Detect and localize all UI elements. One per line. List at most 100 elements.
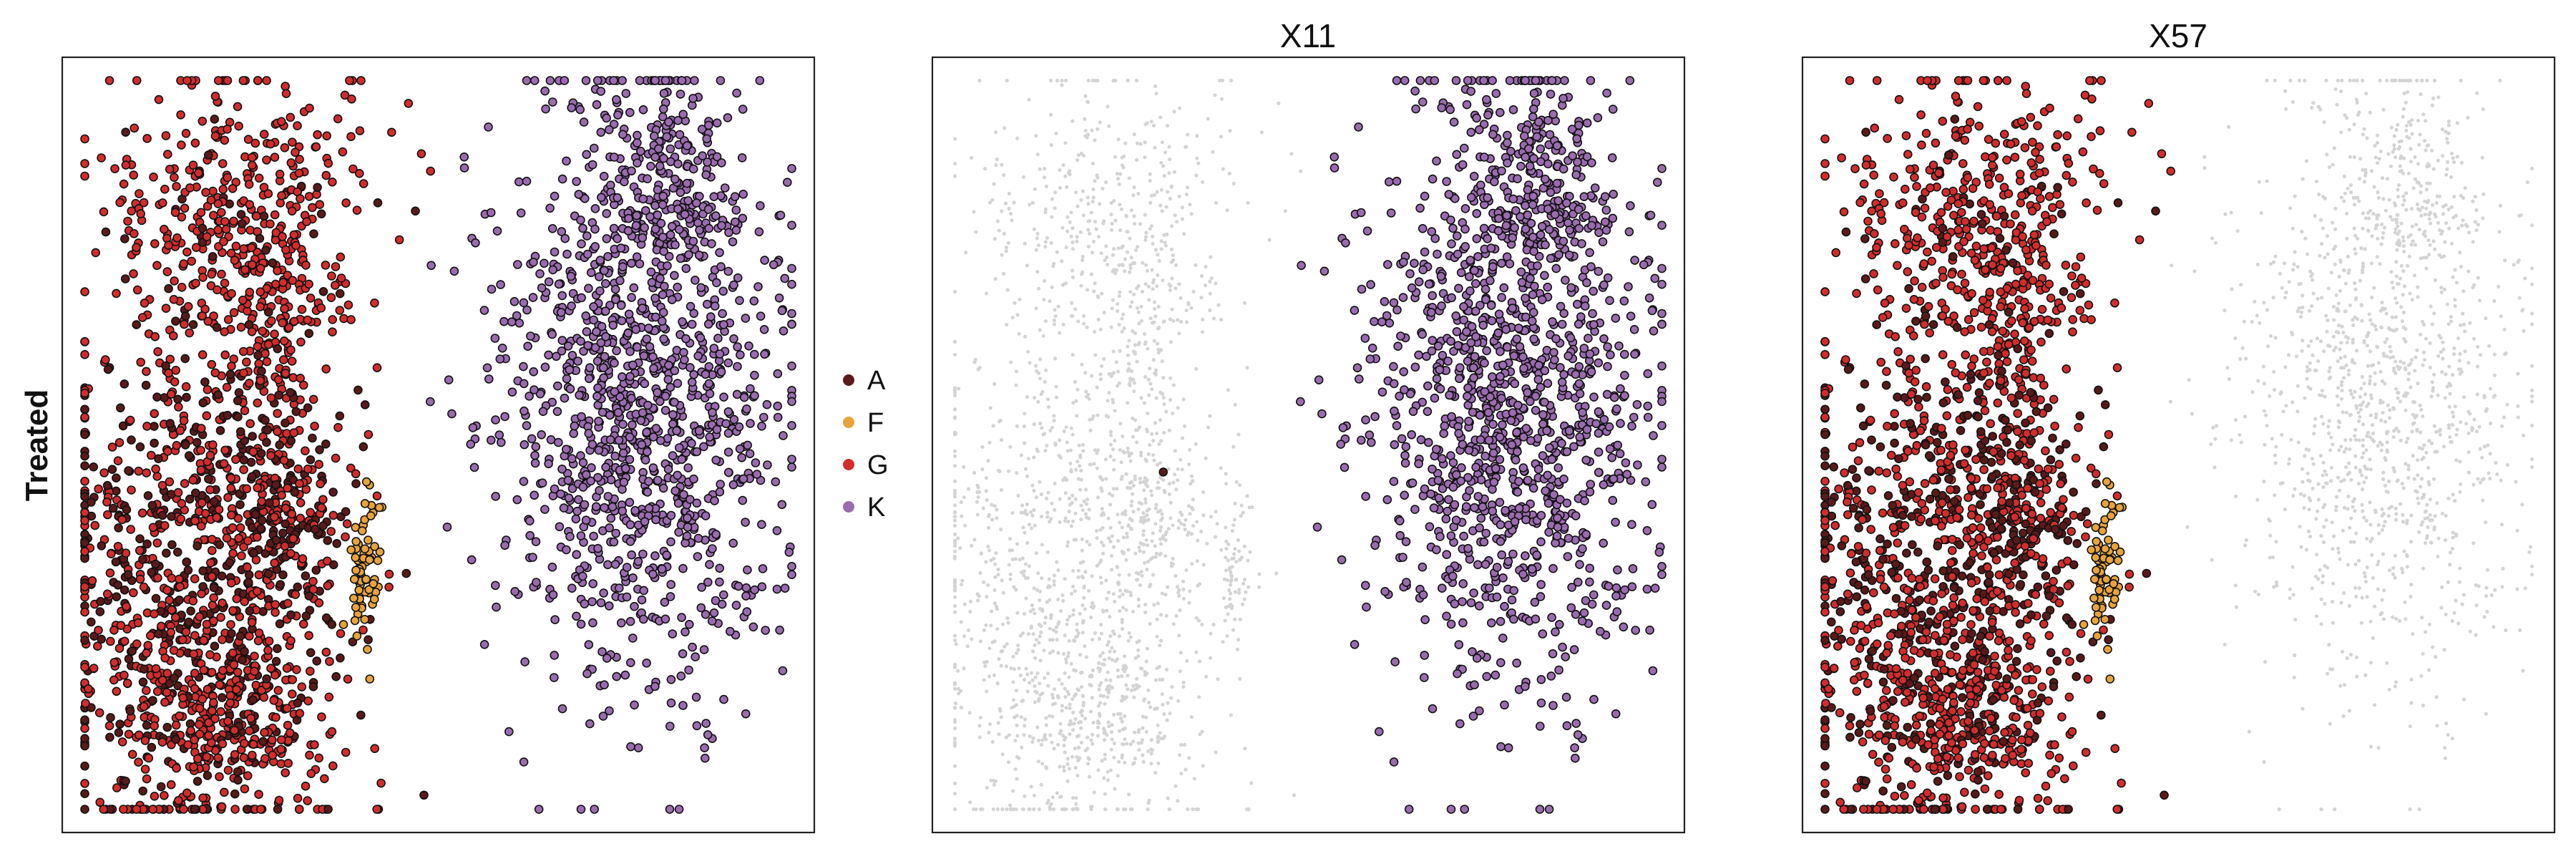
point-g — [286, 112, 296, 122]
background-point — [1002, 231, 1006, 236]
background-point — [1158, 525, 1163, 530]
point-k — [664, 117, 673, 127]
point-f — [350, 616, 360, 626]
background-point — [1158, 639, 1163, 643]
point-g — [197, 311, 208, 321]
background-point — [1111, 400, 1116, 404]
background-point — [1148, 200, 1153, 205]
point-a — [123, 570, 133, 580]
background-point — [1075, 773, 1080, 777]
point-k — [618, 76, 627, 85]
point-k — [623, 328, 633, 338]
point-k — [582, 231, 592, 241]
background-point — [1116, 137, 1121, 142]
point-a — [87, 617, 96, 627]
background-point — [1156, 273, 1160, 278]
point-k — [444, 375, 454, 385]
point-g — [80, 336, 89, 346]
point-a — [215, 540, 225, 550]
point-k — [555, 522, 565, 532]
point-k — [469, 462, 479, 472]
point-k — [737, 452, 746, 462]
point-k — [491, 492, 500, 501]
point-g — [218, 598, 227, 608]
background-point — [1153, 371, 1158, 376]
background-point — [966, 628, 971, 633]
point-a — [148, 696, 157, 705]
point-k — [673, 498, 683, 508]
background-point — [1168, 397, 1173, 402]
point-k — [602, 113, 611, 123]
background-point — [962, 465, 966, 469]
background-point — [1224, 482, 1229, 486]
point-g — [181, 129, 191, 138]
point-g — [175, 574, 184, 584]
point-g — [277, 490, 287, 500]
point-g — [281, 245, 291, 255]
point-g — [341, 747, 351, 757]
background-point — [1052, 414, 1056, 418]
point-g — [202, 619, 212, 629]
point-g — [226, 248, 236, 258]
point-g — [177, 498, 187, 508]
background-point — [1236, 638, 1241, 642]
point-k — [748, 622, 758, 632]
point-k — [610, 451, 620, 461]
point-k — [638, 614, 648, 624]
background-point — [1231, 181, 1236, 186]
point-g — [203, 684, 213, 694]
point-k — [642, 427, 651, 437]
point-g — [207, 545, 217, 555]
point-g — [226, 578, 236, 588]
point-g — [203, 384, 213, 394]
point-g — [291, 590, 301, 599]
background-point — [1267, 238, 1272, 242]
background-point — [1120, 329, 1124, 334]
point-g — [172, 763, 181, 773]
background-point — [1143, 476, 1147, 480]
background-point — [1142, 488, 1146, 492]
background-point — [1056, 696, 1060, 700]
background-point — [1078, 453, 1083, 457]
background-point — [1152, 458, 1156, 462]
point-k — [531, 442, 541, 452]
point-k — [783, 178, 792, 187]
point-g — [132, 76, 142, 85]
point-k — [724, 228, 733, 238]
point-g — [321, 170, 331, 180]
background-point — [1138, 583, 1142, 588]
background-point — [1201, 490, 1206, 495]
point-f — [352, 631, 362, 641]
background-point — [1155, 284, 1159, 288]
point-k — [753, 282, 763, 291]
point-k — [692, 447, 702, 457]
background-point — [1075, 460, 1080, 464]
point-g — [250, 651, 259, 661]
point-g — [283, 720, 293, 730]
point-a — [208, 252, 218, 261]
point-g — [265, 219, 275, 229]
point-a — [327, 620, 337, 629]
background-point — [1053, 442, 1058, 447]
point-a — [247, 472, 257, 482]
point-k — [626, 742, 635, 752]
background-point — [1052, 579, 1056, 583]
point-g — [142, 134, 152, 143]
background-point — [1000, 807, 1005, 812]
background-point — [1002, 173, 1006, 178]
point-k — [711, 596, 721, 606]
background-point — [1153, 248, 1158, 252]
background-point — [1148, 582, 1153, 587]
point-k — [613, 234, 623, 243]
point-k — [735, 444, 745, 454]
background-point — [1053, 308, 1057, 312]
background-point — [1124, 608, 1128, 612]
point-g — [223, 315, 233, 324]
background-point — [1036, 243, 1041, 248]
point-k — [684, 665, 693, 675]
point-g — [172, 182, 181, 191]
point-g — [132, 805, 142, 814]
background-point — [1090, 251, 1095, 255]
background-point — [1058, 765, 1062, 769]
background-point — [1158, 418, 1163, 422]
